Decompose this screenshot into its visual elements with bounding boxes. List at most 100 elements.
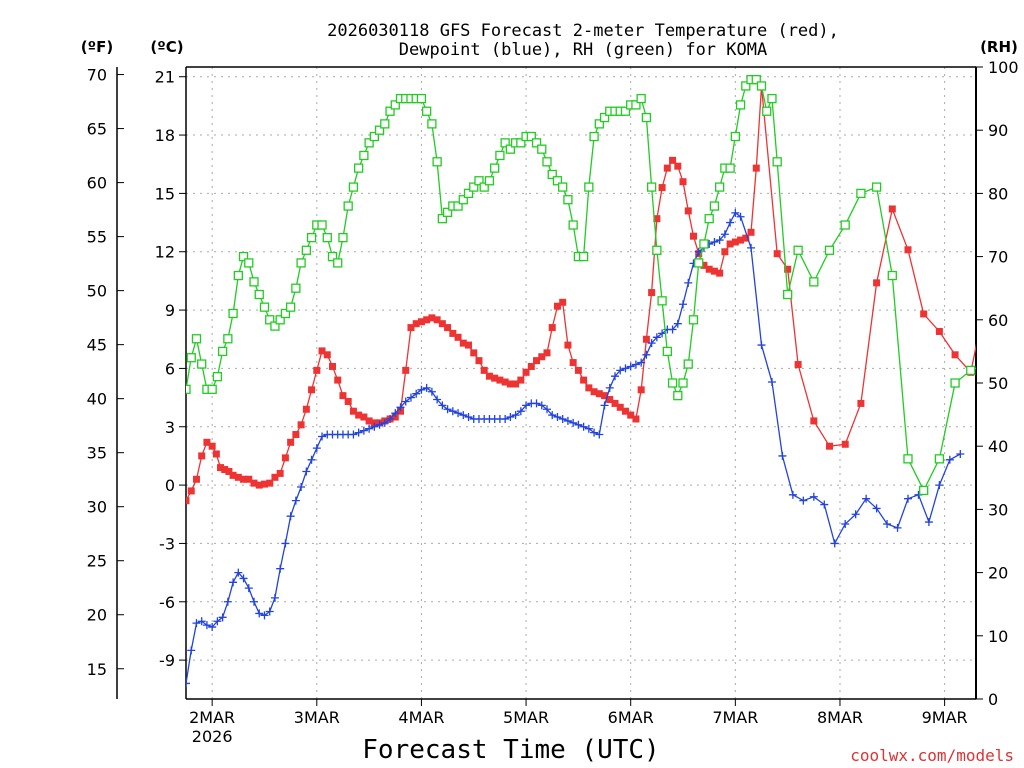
- rh-point: [191, 334, 202, 344]
- rh-point: [359, 150, 369, 161]
- dewpoint-point: [218, 613, 227, 622]
- dewpoint-point: [365, 424, 374, 433]
- dewpoint-point: [558, 414, 567, 423]
- rh-point: [306, 232, 317, 243]
- dewpoint-point: [511, 411, 520, 420]
- dewpoint-point: [945, 455, 954, 464]
- dewpoint-point: [391, 409, 400, 418]
- dewpoint-point: [715, 236, 724, 245]
- rh-point: [505, 144, 516, 154]
- rh-point: [589, 131, 599, 142]
- rh-point: [531, 138, 542, 148]
- dewpoint-point: [621, 364, 630, 373]
- dewpoint-point: [354, 428, 363, 437]
- temperature-point: [595, 390, 603, 398]
- temperature-point: [360, 413, 368, 421]
- dewpoint-point: [202, 621, 211, 630]
- rh-point: [688, 315, 699, 325]
- rh-point: [756, 81, 767, 91]
- temperature-point: [632, 415, 640, 423]
- rh-tick-label: 40: [988, 437, 1008, 456]
- temperature-point: [627, 411, 635, 419]
- temperature-point: [297, 421, 305, 429]
- x-tick-label: 8MAR: [817, 708, 863, 727]
- rh-point: [887, 270, 897, 281]
- temperature-point: [465, 341, 473, 349]
- temperature-point: [334, 376, 342, 384]
- fahrenheit-tick-label: 35: [87, 444, 107, 463]
- dewpoint-point: [872, 504, 881, 513]
- rh-point: [584, 182, 594, 192]
- rh-point: [657, 296, 667, 306]
- rh-point: [699, 239, 709, 249]
- temperature-point: [553, 302, 561, 310]
- temperature-point: [752, 164, 760, 172]
- temperature-point: [621, 407, 629, 415]
- rh-point: [291, 283, 301, 293]
- dewpoint-point: [223, 597, 232, 606]
- rh-point: [547, 169, 557, 180]
- rh-point: [374, 125, 385, 135]
- temperature-point: [260, 480, 268, 488]
- rh-point: [197, 359, 207, 369]
- dewpoint-point: [778, 451, 787, 460]
- rh-point: [762, 106, 772, 116]
- rh-point: [667, 378, 678, 388]
- rh-point: [871, 182, 882, 192]
- x-tick-label: 2MAR: [189, 708, 235, 727]
- rh-point: [709, 201, 720, 211]
- dewpoint-point: [370, 422, 379, 431]
- rh-point: [244, 258, 254, 268]
- dewpoint-point: [208, 623, 217, 632]
- dewpoint-point: [516, 407, 525, 416]
- rh-point: [678, 378, 688, 388]
- rh-point: [322, 232, 332, 243]
- dewpoint-point: [626, 362, 635, 371]
- temperature-point: [212, 450, 220, 458]
- temperature-point: [302, 405, 310, 413]
- dewpoint-point: [757, 341, 766, 350]
- rh-point: [432, 157, 442, 167]
- dewpoint-point: [799, 496, 808, 505]
- temperature-point: [700, 261, 708, 269]
- rh-point: [537, 144, 547, 154]
- temperature-point: [198, 452, 206, 460]
- dewpoint-point: [412, 389, 421, 398]
- dewpoint-point: [924, 518, 933, 527]
- rh-point: [563, 195, 573, 205]
- temperature-point: [951, 351, 959, 359]
- temperature-point: [433, 316, 441, 324]
- temperature-point: [888, 205, 896, 213]
- rh-tick-label: 70: [988, 248, 1008, 267]
- rh-point: [673, 390, 683, 401]
- celsius-tick-label: 18: [155, 126, 175, 145]
- temperature-point: [417, 318, 425, 326]
- rh-tick-label: 30: [988, 500, 1008, 519]
- celsius-tick-label: 15: [155, 184, 175, 203]
- temperature-point: [679, 178, 687, 186]
- rh-tick-label: 90: [988, 121, 1008, 140]
- temperature-point: [716, 269, 724, 277]
- rh-point: [427, 119, 437, 129]
- dewpoint-point: [318, 432, 327, 441]
- series-temperature: [186, 82, 976, 505]
- celsius-tick-label: 12: [155, 243, 175, 262]
- x-tick-label: 7MAR: [712, 708, 758, 727]
- rh-point: [380, 119, 390, 129]
- rh-point: [301, 245, 311, 255]
- dewpoint-point: [239, 574, 248, 583]
- unit-celsius-label: (ºC): [150, 38, 183, 56]
- dewpoint-point: [903, 494, 912, 503]
- temperature-point: [245, 475, 253, 483]
- dewpoint-line: [186, 211, 961, 684]
- dewpoint-point: [401, 397, 410, 406]
- rh-point: [500, 138, 510, 148]
- temperature-point: [491, 374, 499, 382]
- series-rh: [186, 74, 976, 496]
- rh-point: [809, 277, 819, 287]
- dewpoint-point: [731, 208, 740, 217]
- dewpoint-point: [579, 422, 588, 431]
- temperature-point: [276, 469, 284, 477]
- dewpoint-point: [720, 230, 729, 239]
- temperature-point: [689, 232, 697, 240]
